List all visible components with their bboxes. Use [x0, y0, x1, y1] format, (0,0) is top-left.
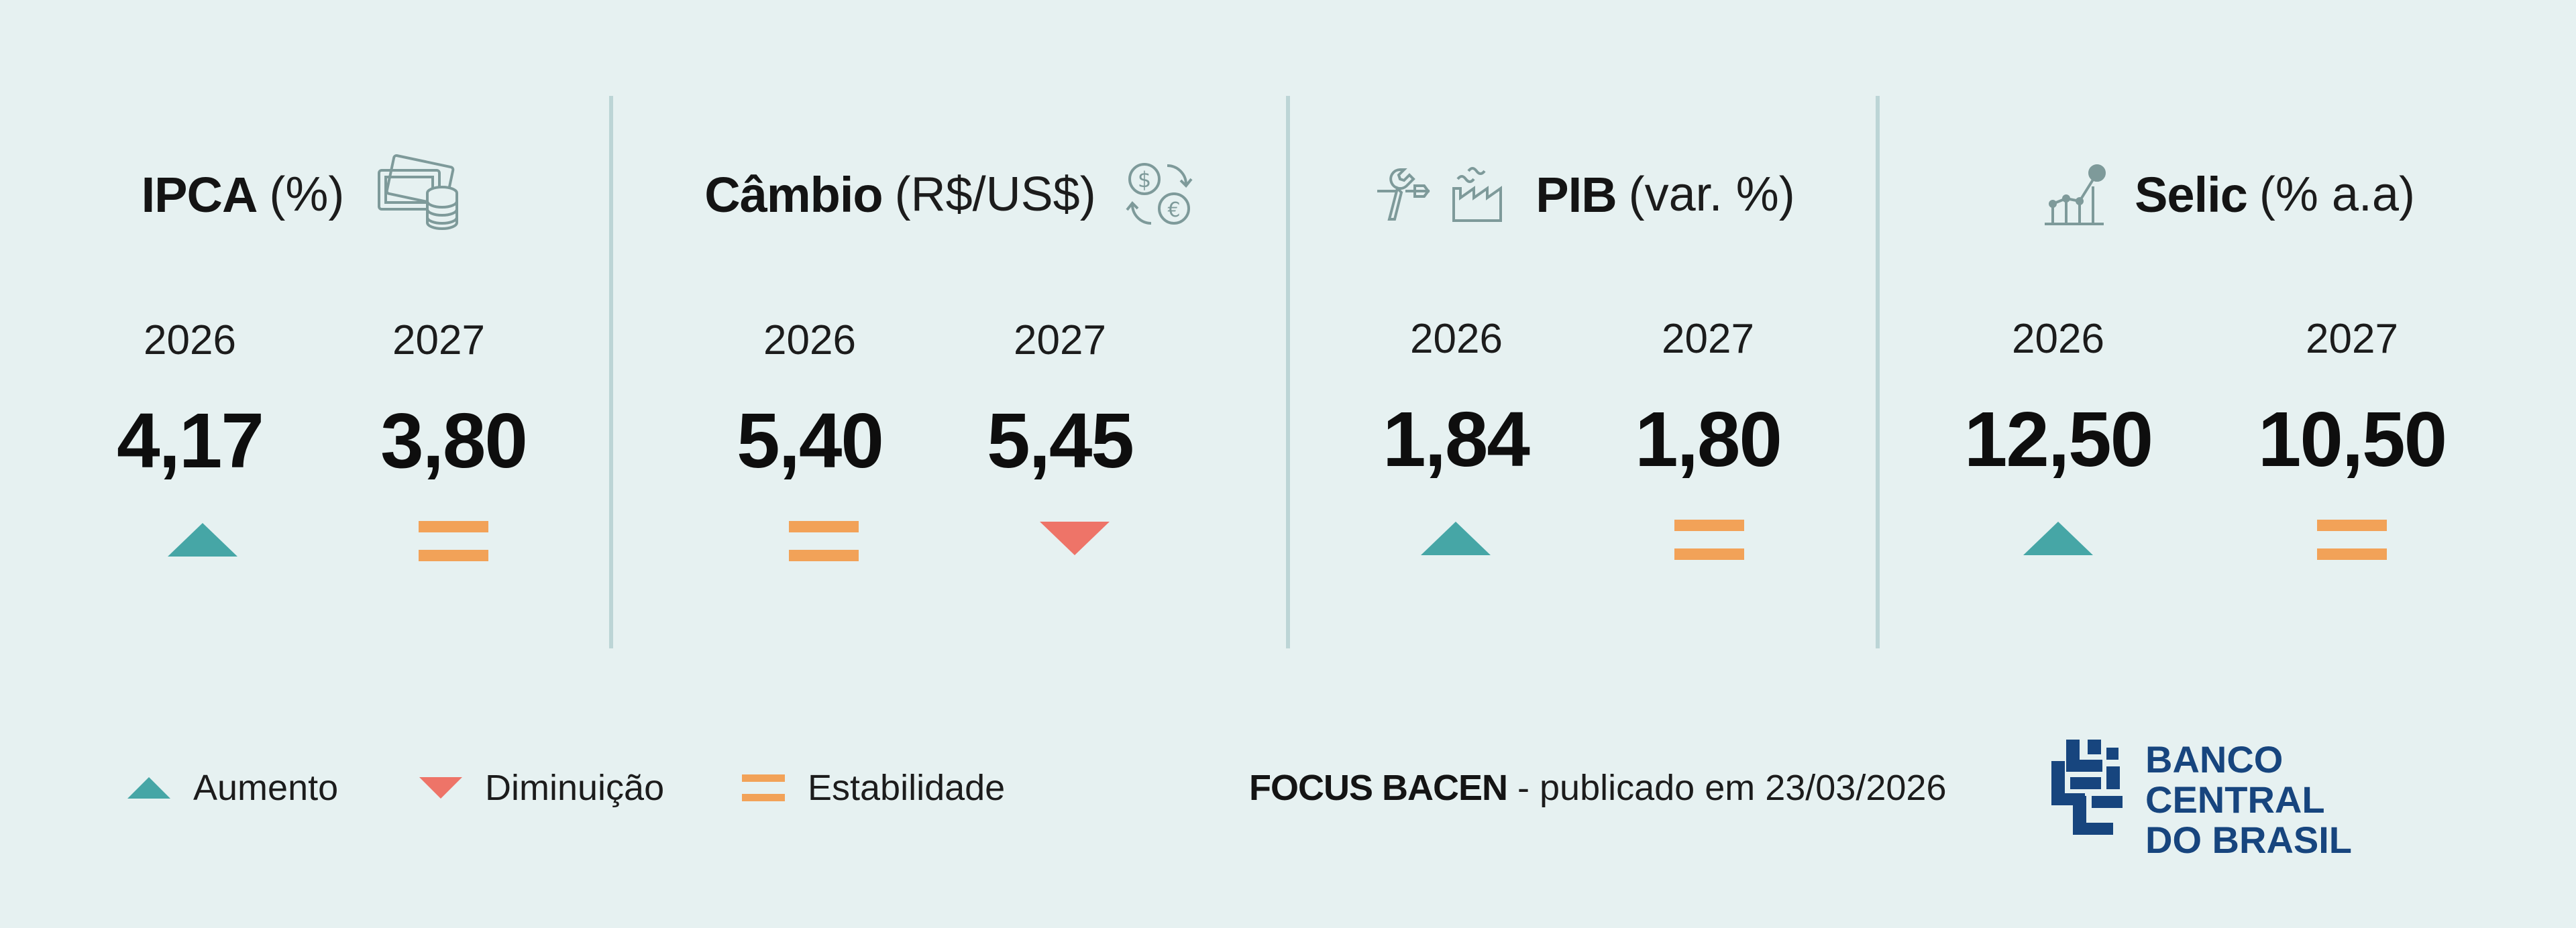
cambio-unit: (R$/US$)	[894, 168, 1096, 221]
source-note: FOCUS BACEN - publicado em 23/03/2026	[1249, 764, 1946, 811]
divider-2	[1286, 96, 1290, 648]
panel-cambio: Câmbio (R$/US$) $ € 2026 2027 5,40 5,45	[613, 0, 1288, 671]
currency-exchange-icon: $ €	[1123, 158, 1197, 231]
banco-central-symbol-icon	[2051, 740, 2123, 835]
selic-name: Selic	[2135, 166, 2248, 223]
selic-2026-increase-indicator	[2023, 522, 2093, 555]
pib-2027-stable-indicator	[1674, 520, 1744, 560]
logo-line-1: BANCO CENTRAL	[2145, 738, 2325, 821]
svg-text:€: €	[1167, 198, 1180, 222]
panel-ipca: IPCA (%) 2026 2027 4,17 3,80	[0, 0, 610, 671]
pib-title: PIB (var. %)	[1290, 154, 1878, 235]
legend-diminuicao: Diminuição	[419, 764, 664, 811]
source-date: - publicado em 23/03/2026	[1507, 768, 1947, 808]
panel-pib: PIB (var. %) 2026 2027 1,84 1,80	[1290, 0, 1878, 671]
legend-diminuicao-label: Diminuição	[485, 768, 665, 808]
cambio-title: Câmbio (R$/US$) $ €	[613, 154, 1288, 235]
ipca-title: IPCA (%)	[0, 154, 610, 235]
svg-text:$: $	[1138, 167, 1151, 192]
selic-year-2027: 2027	[2306, 316, 2398, 362]
divider-1	[609, 96, 613, 648]
selic-unit: (% a.a)	[2259, 168, 2415, 221]
selic-title: Selic (% a.a)	[1880, 154, 2576, 235]
pib-name: PIB	[1536, 166, 1617, 223]
pib-value-2027: 1,80	[1635, 396, 1782, 483]
ipca-2027-stable-indicator	[419, 521, 488, 561]
ipca-value-2026: 4,17	[117, 397, 264, 484]
ipca-value-2027: 3,80	[380, 397, 528, 484]
cambio-2026-stable-indicator	[789, 521, 859, 561]
legend-aumento-label: Aumento	[193, 768, 339, 808]
money-coins-icon	[375, 154, 469, 235]
selic-year-2026: 2026	[2012, 316, 2104, 362]
ipca-name: IPCA	[141, 166, 258, 223]
pib-2026-increase-indicator	[1421, 522, 1491, 555]
decrease-legend-icon	[419, 777, 462, 799]
cambio-year-2027: 2027	[1014, 317, 1106, 363]
legend-estabilidade-label: Estabilidade	[808, 768, 1006, 808]
cambio-value-2026: 5,40	[737, 397, 884, 484]
factory-icon	[1448, 164, 1509, 225]
divider-3	[1876, 96, 1880, 648]
banco-central-logo: BANCO CENTRAL DO BRASIL	[2046, 734, 2462, 860]
legend-aumento: Aumento	[127, 764, 338, 811]
source-name: FOCUS BACEN	[1249, 768, 1508, 808]
cambio-2027-decrease-indicator	[1040, 522, 1110, 555]
pib-unit: (var. %)	[1628, 168, 1795, 221]
logo-line-2: DO BRASIL	[2145, 819, 2352, 861]
panel-selic: Selic (% a.a) 2026 2027 12,50 10,50	[1880, 0, 2576, 671]
selic-2027-stable-indicator	[2317, 520, 2387, 560]
stable-legend-icon	[742, 774, 785, 801]
pib-value-2026: 1,84	[1383, 396, 1530, 483]
cambio-name: Câmbio	[704, 166, 883, 223]
ipca-unit: (%)	[269, 168, 345, 221]
ipca-year-2027: 2027	[392, 317, 485, 363]
increase-legend-icon	[127, 777, 170, 799]
legend-estabilidade: Estabilidade	[742, 764, 1005, 811]
growth-chart-icon	[2041, 161, 2108, 228]
pib-year-2027: 2027	[1662, 316, 1754, 362]
banco-central-wordmark: BANCO CENTRAL DO BRASIL	[2145, 740, 2462, 860]
cambio-year-2026: 2026	[763, 317, 856, 363]
cambio-value-2027: 5,45	[987, 397, 1134, 484]
pib-year-2026: 2026	[1410, 316, 1503, 362]
wrench-icon	[1373, 164, 1434, 225]
ipca-2026-increase-indicator	[168, 523, 237, 557]
selic-value-2026: 12,50	[1964, 396, 2153, 483]
selic-value-2027: 10,50	[2257, 396, 2447, 483]
ipca-year-2026: 2026	[144, 317, 236, 363]
